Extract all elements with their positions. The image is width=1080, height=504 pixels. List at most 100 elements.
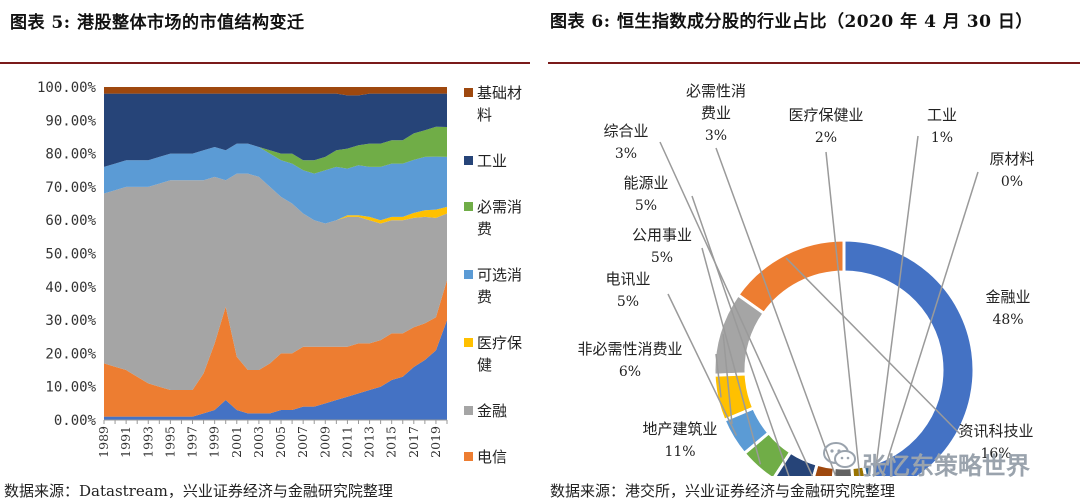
donut-label-医疗保健业: 医疗保健业 2%: [788, 106, 864, 495]
slice-name: 非必需性消费业: [577, 340, 682, 358]
leader-line: [785, 257, 961, 435]
legend-item-工业: 工业: [464, 152, 507, 170]
leader-line: [701, 247, 762, 465]
legend-swatch: [464, 452, 473, 461]
slice-name: 原材料: [989, 150, 1034, 168]
legend-swatch: [464, 156, 473, 165]
right-source-note: 数据来源：港交所，兴业证券经济与金融研究院整理: [550, 482, 896, 500]
slice-name: 费业: [701, 104, 731, 122]
legend-label: 料: [477, 106, 492, 124]
leader-line: [871, 135, 919, 493]
area-series-科技: [104, 320, 447, 420]
donut-label-金融业: 金融业 48%: [985, 288, 1030, 328]
x-tick-label: 1995: [162, 426, 177, 458]
legend-item-电信: 电信: [464, 448, 507, 466]
slice-value: 3%: [705, 128, 727, 144]
slice-value: 48%: [992, 312, 1023, 328]
donut-chart-panel: 资讯科技业 16% 地产建筑业 11% 非必需性消费业 6% 电讯业 5% 公用事业 5% 能源业 5…: [548, 72, 1078, 502]
y-tick-label: 50.00%: [45, 247, 96, 263]
legend-label: 必需消: [477, 198, 522, 216]
legend-item-金融: 金融: [464, 402, 507, 420]
x-tick-label: 2007: [295, 426, 310, 458]
slice-name: 工业: [927, 106, 957, 124]
x-tick-label: 2011: [339, 426, 354, 458]
y-tick-label: 60.00%: [45, 213, 96, 229]
legend-label: 工业: [477, 152, 507, 170]
x-tick-label: 2017: [406, 426, 421, 458]
legend-label: 基础材: [477, 84, 522, 102]
donut-label-电讯业: 电讯业 5%: [605, 270, 738, 436]
donut-slice-地产建筑业: [712, 292, 767, 377]
slice-name: 金融业: [985, 288, 1030, 306]
donut-label-资讯科技业: 资讯科技业 16%: [785, 257, 1034, 462]
y-tick-label: 20.00%: [45, 346, 96, 362]
legend-swatch: [464, 88, 473, 97]
donut-label-工业: 工业 1%: [871, 106, 957, 493]
legend-label: 健: [477, 356, 492, 374]
x-tick-label: 1989: [96, 426, 111, 458]
x-tick-label: 2001: [229, 426, 244, 458]
slice-name: 地产建筑业: [642, 420, 717, 438]
x-tick-label: 2019: [428, 426, 443, 458]
y-tick-label: 90.00%: [45, 113, 96, 129]
slice-value: 1%: [931, 130, 953, 146]
slice-name: 必需性消: [686, 82, 746, 100]
left-chart-title: 图表 5: 港股整体市场的市值结构变迁: [10, 13, 305, 33]
area-series-工业: [104, 93, 447, 167]
leader-line: [715, 147, 844, 497]
leader-line: [722, 334, 733, 425]
x-tick-label: 1991: [118, 426, 133, 458]
donut-label-原材料: 原材料 0%: [876, 150, 1035, 492]
slice-value: 3%: [615, 146, 637, 162]
leader-line: [667, 293, 738, 436]
slice-name: 公用事业: [632, 226, 692, 244]
wechat-icon: [823, 442, 856, 468]
x-tick-label: 1999: [207, 426, 222, 458]
slice-value: 5%: [617, 294, 639, 310]
x-tick-label: 2005: [273, 426, 288, 458]
area-series-可选消费: [104, 143, 447, 224]
slice-value: 11%: [664, 444, 695, 460]
donut-label-必需性消费业: 必需性消费业 3%: [686, 82, 844, 497]
legend-swatch: [464, 338, 473, 347]
right-chart-title: 图表 6: 恒生指数成分股的行业占比（2020 年 4 月 30 日）: [550, 12, 1033, 32]
slice-name: 综合业: [603, 122, 648, 140]
area-series-基础材料: [104, 87, 447, 96]
y-tick-label: 40.00%: [45, 280, 96, 296]
x-tick-label: 2009: [317, 426, 332, 458]
left-source-note: 数据来源：Datastream，兴业证券经济与金融研究院整理: [4, 482, 393, 500]
leader-line: [691, 195, 793, 485]
slice-name: 资讯科技业: [958, 422, 1033, 440]
donut-label-公用事业: 公用事业 5%: [632, 226, 762, 465]
slice-value: 2%: [815, 130, 837, 146]
leader-line: [825, 151, 863, 495]
donut-slice-金融业: [842, 238, 976, 497]
slice-name: 能源业: [623, 174, 668, 192]
x-tick-label: 2003: [251, 426, 266, 458]
x-tick-label: 1993: [140, 426, 155, 458]
x-tick-label: 1997: [185, 426, 200, 458]
slice-value: 6%: [619, 364, 641, 380]
y-tick-label: 100.00%: [37, 80, 97, 96]
legend-label: 医疗保: [477, 334, 522, 352]
x-tick-label: 2013: [362, 426, 377, 458]
legend-item-医疗保健: 医疗保健: [464, 334, 522, 374]
watermark-text: 张忆东策略世界: [862, 452, 1030, 480]
slice-value: 0%: [1001, 174, 1023, 190]
area-series-金融: [104, 173, 447, 391]
donut-label-地产建筑业: 地产建筑业 11%: [642, 334, 733, 460]
x-tick-label: 2015: [384, 426, 399, 458]
slice-value: 5%: [635, 198, 657, 214]
leader-line: [876, 171, 979, 492]
leader-line: [715, 353, 722, 398]
area-chart-panel: 0.00% 10.00% 20.00% 30.00% 40.00% 50.00% 60.00…: [0, 72, 530, 504]
slice-name: 电讯业: [605, 270, 650, 288]
y-tick-label: 0.00%: [54, 413, 97, 429]
donut-chart: 资讯科技业16%地产建筑业11%非必需性消费业6%电讯业5%公用事业5%能源业5…: [577, 82, 1035, 502]
leader-line: [659, 141, 822, 495]
legend-label: 金融: [477, 402, 507, 420]
y-tick-label: 30.00%: [45, 313, 96, 329]
right-divider: [548, 62, 1080, 64]
legend-label: 费: [477, 288, 492, 306]
